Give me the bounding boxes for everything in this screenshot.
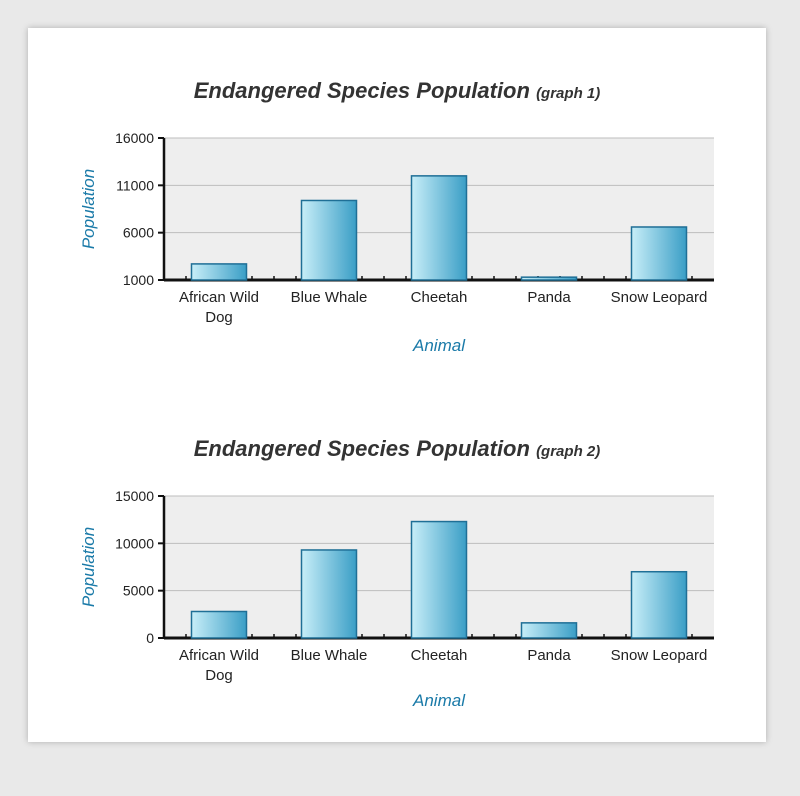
chart-1: 1000 6000 11000 16000 African Wild Dog Blue Wh… [79,130,714,355]
x-category-label: Cheetah [411,647,468,664]
bar [300,199,358,281]
chart-1-subtitle: (graph 1) [536,85,601,102]
y-tick-label: 15000 [115,488,154,504]
x-category-label: Snow Leopard [611,289,708,306]
chart-card: Endangered Species Population (graph 1) … [28,28,766,742]
y-tick-label: 6000 [123,225,154,241]
x-category-label: African Wild [179,289,259,306]
bar [190,263,248,281]
chart-1-title-text: Endangered Species Population [193,78,530,103]
chart-2-title: Endangered Species Population (graph 2) [28,436,766,462]
y-tick-label: 10000 [115,535,154,551]
y-tick-label: 1000 [123,272,154,288]
y-axis-label: Population [79,169,98,249]
y-tick-label: 16000 [115,130,154,146]
bar [410,520,468,639]
x-category-label: Panda [527,647,571,664]
x-category-label: Panda [527,289,571,306]
x-category-label: Blue Whale [291,289,368,306]
chart-2: 0 5000 10000 15000 African Wild Dog Blue Whale… [79,488,714,710]
x-category-label: Blue Whale [291,647,368,664]
y-axis-label: Population [79,527,98,607]
x-category-label: Dog [205,667,233,684]
x-category-label: Snow Leopard [611,647,708,664]
x-axis-label: Animal [412,336,466,355]
bar [630,226,688,281]
chart-2-subtitle: (graph 2) [536,443,601,460]
chart-1-title: Endangered Species Population (graph 1) [28,78,766,104]
x-category-label: African Wild [179,647,259,664]
bar [630,570,688,639]
x-category-label: Cheetah [411,289,468,306]
y-tick-label: 11000 [116,177,154,193]
bar [520,276,578,281]
bar [190,610,248,639]
y-tick-label: 5000 [123,583,154,599]
bar [300,549,358,639]
x-axis-label: Animal [412,691,466,710]
y-tick-label: 0 [146,630,154,646]
bar [410,175,468,281]
x-category-label: Dog [205,309,233,326]
chart-2-title-text: Endangered Species Population [193,436,530,461]
bar [520,622,578,639]
